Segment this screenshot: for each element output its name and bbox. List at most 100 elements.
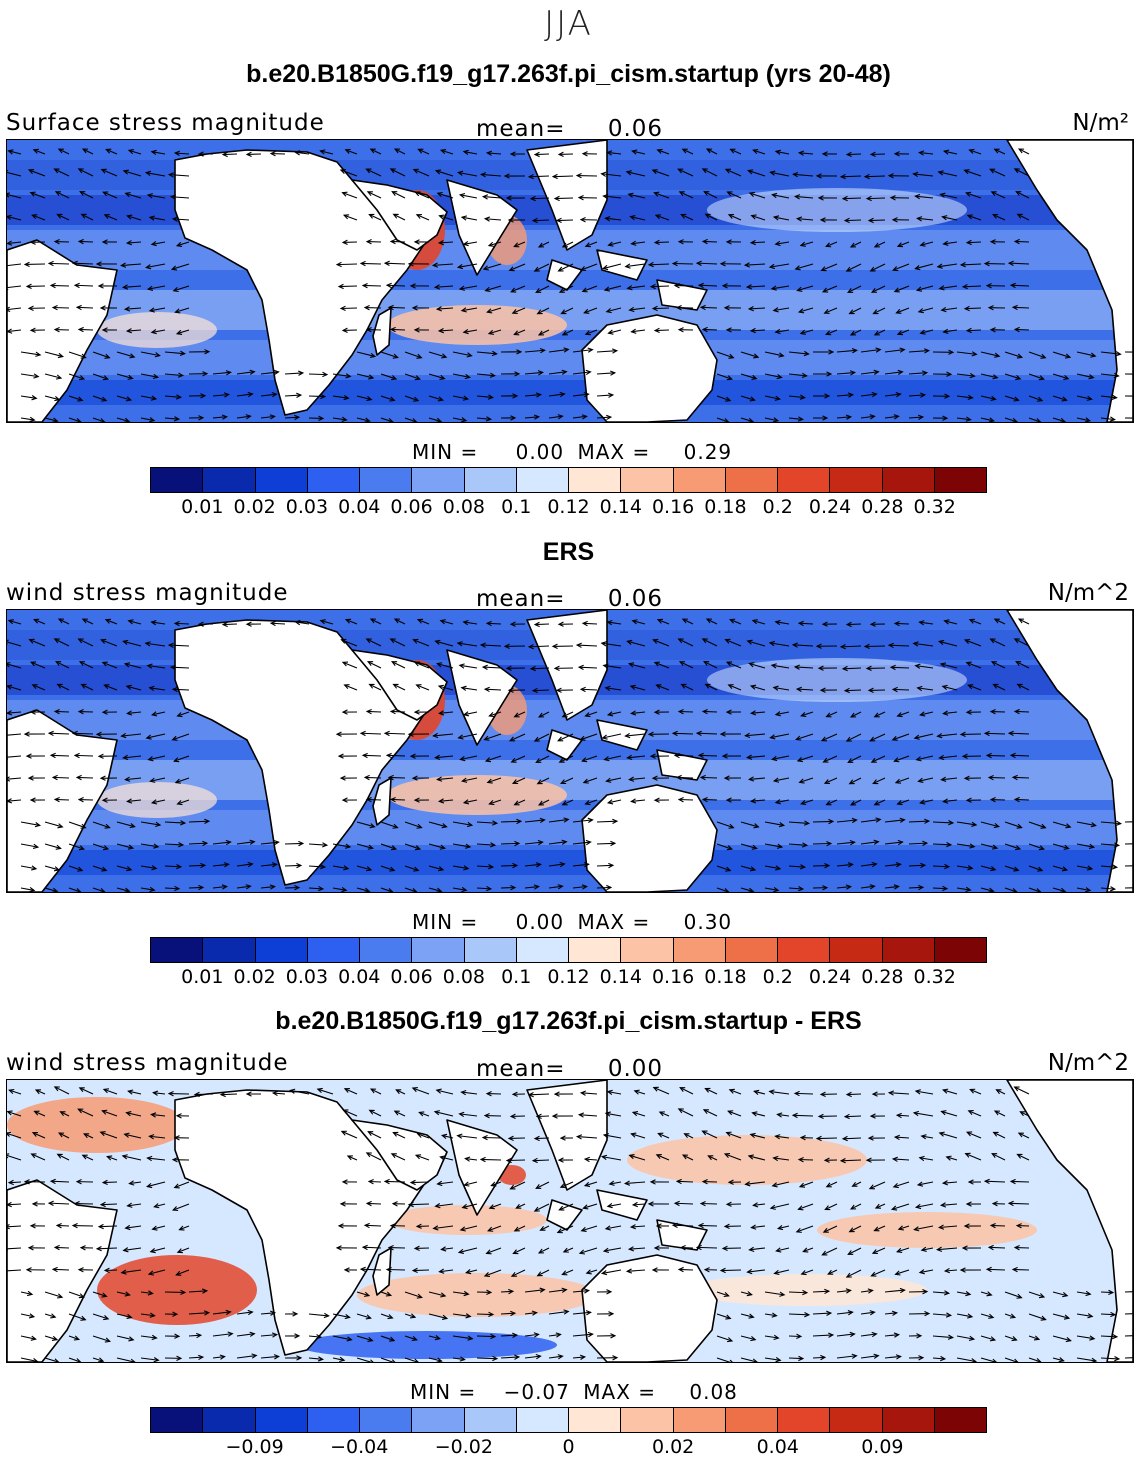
wind-vector-head [29,239,36,245]
wind-vector-head [1040,823,1047,829]
wind-vector [803,1247,814,1253]
wind-vector-head [944,393,951,399]
wind-vector [751,711,766,714]
wind-vector [941,1110,958,1117]
wind-vector-head [841,1135,848,1142]
wind-vector [941,307,958,311]
wind-vector-head [491,350,498,357]
wind-vector [996,1089,1006,1095]
wind-vector [404,395,419,402]
wind-vector [404,373,420,380]
wind-vector [961,263,982,266]
wind-vector [514,329,526,336]
wind-vector-head [653,1245,660,1251]
wind-vector-head [81,1154,88,1160]
wind-vector [572,349,593,353]
wind-vector-head [1009,1313,1017,1319]
wind-vector [513,1247,526,1254]
wind-vector [740,1291,752,1296]
wind-vector [772,194,790,199]
wind-vector [7,1247,22,1250]
panel3-colorbar-ticks: −0.09 −0.04 −0.02 0 0.02 0.04 0.09 [150,1436,987,1460]
wind-vector-head [341,797,348,803]
wind-vector-head [389,396,396,402]
panel2-map [6,609,1134,893]
wind-vector-head [943,1267,951,1274]
wind-vector-head [557,414,564,420]
wind-vector-head [719,731,726,737]
wind-vector-head [891,686,898,693]
wind-vector [956,843,975,848]
wind-vector [337,263,358,266]
colorbar-swatch [621,468,674,492]
wind-vector-head [826,840,833,847]
wind-vector-head [440,1246,447,1252]
wind-vector-head [651,305,658,312]
wind-vector [849,777,862,785]
wind-vector [34,619,46,625]
wind-vector-head [146,285,154,291]
wind-vector-head [919,241,926,247]
wind-vector-head [561,242,568,248]
wind-vector-head [150,799,158,805]
wind-vector [1052,821,1071,828]
wind-vector [932,865,949,868]
wind-vector-head [555,687,562,693]
wind-vector [836,841,855,845]
wind-vector-head [726,191,733,197]
wind-vector-head [651,775,658,781]
wind-vector [524,863,541,867]
wind-vector-head [73,1201,80,1207]
wind-vector-head [344,1313,351,1320]
wind-vector [452,1357,465,1361]
wind-vector-head [128,1180,135,1186]
wind-vector [212,1333,233,1337]
wind-vector [404,1313,416,1318]
wind-vector [626,171,646,177]
wind-vector-head [1009,1178,1016,1185]
wind-vector-head [101,866,108,872]
wind-vector-head [481,1134,488,1141]
wind-vector [308,843,327,846]
wind-vector-head [387,1245,394,1251]
wind-vector [416,684,430,691]
wind-vector-head [366,661,374,666]
wind-vector-head [649,1179,656,1185]
wind-vector [649,263,670,266]
wind-vector-head [456,263,464,270]
wind-vector [740,395,755,401]
wind-vector-head [167,172,175,178]
wind-vector [1100,1313,1115,1316]
wind-vector-head [677,239,684,245]
wind-vector [33,149,46,155]
wind-vector [340,169,358,177]
wind-vector-head [802,1247,809,1253]
wind-vector [673,732,694,735]
wind-vector-head [869,151,876,158]
wind-vector-head [849,370,857,376]
wind-vector-head [680,683,687,689]
wind-vector-head [202,371,209,377]
wind-vector-head [81,148,89,154]
wind-vector-head [553,195,560,202]
wind-vector-head [179,350,186,356]
wind-vector-head [873,242,880,248]
wind-vector-head [1090,352,1097,358]
wind-vector-head [536,309,543,315]
wind-vector [682,148,694,155]
wind-vector-head [602,1133,610,1139]
wind-vector [745,1181,766,1185]
wind-vector [396,1089,406,1095]
wind-vector [149,1135,166,1139]
wind-vector-head [391,1201,398,1207]
wind-vector [548,415,563,419]
wind-vector [34,1110,46,1117]
wind-vector-head [959,262,966,268]
wind-vector [123,285,142,288]
wind-vector-head [47,730,54,737]
wind-vector-head [875,347,882,353]
wind-vector [747,640,766,647]
wind-vector-head [771,755,778,762]
wind-vector-head [873,330,880,336]
wind-vector [921,1247,934,1251]
